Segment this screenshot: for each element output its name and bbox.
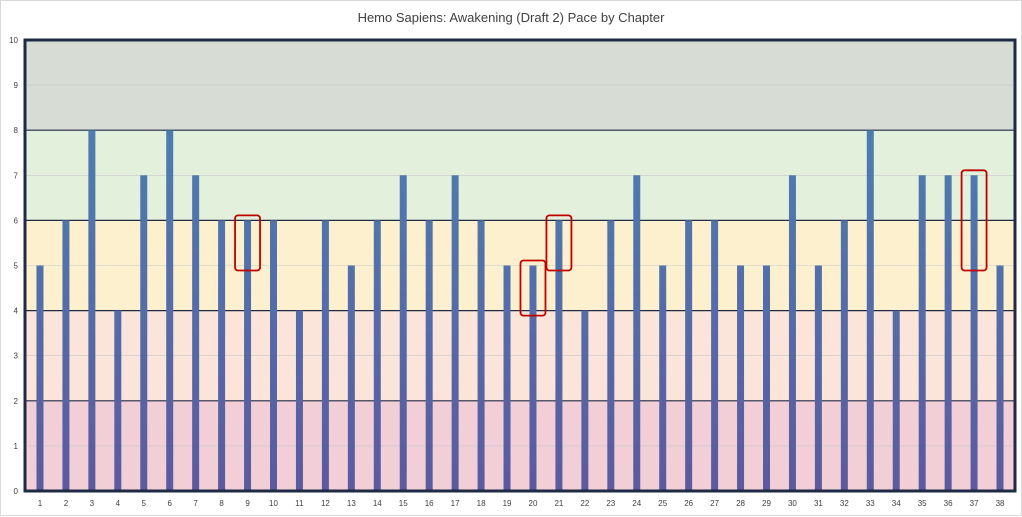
x-tick-label: 26: [684, 499, 693, 508]
bar-chapter-24: [633, 175, 641, 492]
bar-chapter-26: [685, 220, 693, 491]
x-tick-label: 27: [710, 499, 719, 508]
bar-chapter-1: [36, 265, 44, 491]
bar-chapter-23: [607, 220, 615, 491]
y-tick-label: 8: [14, 126, 19, 135]
highlight-box-chapter-37: [960, 169, 988, 272]
x-tick-label: 37: [970, 499, 979, 508]
bar-chapter-7: [192, 175, 200, 492]
y-tick-label: 2: [14, 397, 19, 406]
x-tick-label: 5: [142, 499, 147, 508]
highlight-box-chapter-9: [234, 214, 261, 272]
bar-chapter-4: [114, 310, 122, 491]
x-tick-label: 12: [321, 499, 330, 508]
x-tick-label: 7: [193, 499, 198, 508]
x-tick-label: 28: [736, 499, 745, 508]
bar-chapter-16: [425, 220, 433, 491]
x-tick-label: 36: [944, 499, 953, 508]
x-tick-label: 16: [425, 499, 434, 508]
x-tick-label: 20: [529, 499, 538, 508]
highlight-box-chapter-21: [545, 214, 573, 272]
bar-chapter-21: [555, 220, 563, 491]
x-tick-label: 38: [996, 499, 1005, 508]
x-tick-label: 1: [38, 499, 43, 508]
x-tick-label: 13: [347, 499, 356, 508]
x-tick-label: 4: [116, 499, 121, 508]
bar-chapter-30: [788, 175, 796, 492]
bar-chapter-17: [451, 175, 459, 492]
bar-chapter-6: [166, 130, 174, 491]
y-tick-label: 5: [14, 262, 19, 271]
bar-chapter-13: [347, 265, 355, 491]
x-tick-label: 35: [918, 499, 927, 508]
bar-chapter-25: [659, 265, 667, 491]
bar-chapter-32: [840, 220, 848, 491]
bar-chapter-18: [477, 220, 485, 491]
x-tick-label: 18: [477, 499, 486, 508]
bar-chapter-5: [140, 175, 148, 492]
bar-chapter-22: [581, 310, 589, 491]
x-tick-label: 3: [90, 499, 95, 508]
x-tick-label: 6: [167, 499, 172, 508]
y-tick-label: 3: [14, 352, 19, 361]
x-tick-label: 14: [373, 499, 382, 508]
x-tick-label: 17: [451, 499, 460, 508]
x-tick-label: 34: [892, 499, 901, 508]
y-tick-label: 0: [14, 487, 19, 496]
bar-chapter-35: [918, 175, 926, 492]
x-tick-label: 29: [762, 499, 771, 508]
y-tick-label: 6: [14, 216, 19, 225]
bar-chapter-34: [892, 310, 900, 491]
x-tick-label: 8: [219, 499, 224, 508]
highlight-box-chapter-20: [519, 259, 547, 317]
x-tick-label: 10: [269, 499, 278, 508]
x-tick-label: 25: [658, 499, 667, 508]
y-tick-label: 4: [14, 307, 19, 316]
x-tick-label: 11: [295, 499, 304, 508]
x-tick-label: 15: [399, 499, 408, 508]
y-tick-label: 10: [9, 36, 18, 45]
bar-chapter-10: [270, 220, 277, 491]
x-tick-label: 9: [245, 499, 250, 508]
y-tick-label: 9: [14, 81, 19, 90]
bar-chapter-28: [737, 265, 745, 491]
bar-chapter-20: [529, 265, 537, 491]
chart-title: Hemo Sapiens: Awakening (Draft 2) Pace b…: [357, 10, 665, 25]
bar-chapter-3: [88, 130, 96, 491]
bar-chapter-8: [218, 220, 226, 491]
bar-chapter-33: [866, 130, 874, 491]
x-tick-label: 31: [814, 499, 823, 508]
y-tick-label: 1: [14, 442, 19, 451]
bar-chapter-12: [321, 220, 329, 491]
bar-chapter-29: [763, 265, 770, 491]
x-tick-label: 21: [554, 499, 563, 508]
bar-chapter-36: [944, 175, 952, 492]
x-tick-label: 2: [64, 499, 69, 508]
bar-chapter-9: [244, 220, 252, 491]
plot-frame: [23, 38, 1017, 493]
bar-chapter-15: [399, 175, 407, 492]
y-tick-label: 7: [14, 171, 19, 180]
bar-chapter-14: [373, 220, 381, 491]
x-tick-label: 19: [503, 499, 512, 508]
x-tick-label: 30: [788, 499, 797, 508]
x-tick-label: 33: [866, 499, 875, 508]
bar-chapter-38: [996, 265, 1004, 491]
x-tick-label: 32: [840, 499, 849, 508]
bar-chapter-11: [295, 310, 303, 491]
bar-chapter-27: [711, 220, 719, 491]
x-tick-label: 23: [606, 499, 615, 508]
x-tick-label: 24: [632, 499, 641, 508]
bar-chapter-2: [62, 220, 70, 491]
bar-chapter-19: [503, 265, 511, 491]
bar-chapter-31: [814, 265, 822, 491]
x-tick-label: 22: [580, 499, 589, 508]
bar-chapter-37: [970, 175, 978, 492]
